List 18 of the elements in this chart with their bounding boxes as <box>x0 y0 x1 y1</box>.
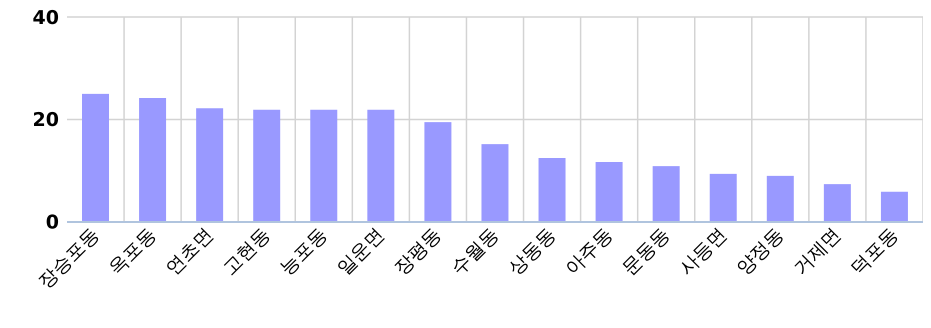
bar <box>538 158 566 222</box>
bar <box>710 174 737 222</box>
bar <box>596 162 623 222</box>
bar <box>310 110 338 222</box>
bar <box>367 110 394 222</box>
bar <box>880 192 908 222</box>
y-tick-label: 20 <box>32 109 59 132</box>
bar <box>481 144 508 222</box>
bar <box>139 98 166 222</box>
y-tick-label: 40 <box>32 6 59 29</box>
bar <box>824 184 851 222</box>
bar <box>424 122 452 222</box>
bar <box>82 94 109 222</box>
bar <box>253 110 280 222</box>
bar <box>766 176 794 222</box>
y-tick-label: 0 <box>46 212 59 234</box>
bar <box>652 166 680 222</box>
bar <box>196 108 224 222</box>
